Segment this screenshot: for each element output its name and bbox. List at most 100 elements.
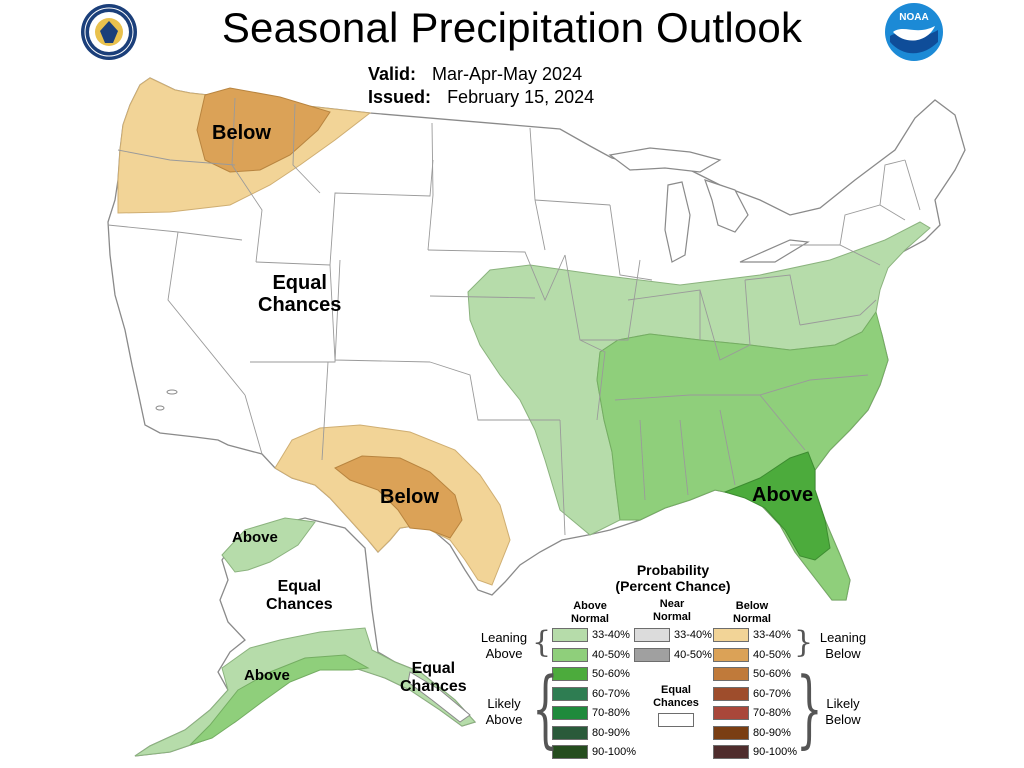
label-alaska-above-north: Above bbox=[232, 529, 278, 546]
ak-se-ec-line-2: Chances bbox=[400, 677, 467, 695]
legend-head-near: Near Normal bbox=[640, 598, 704, 623]
likely-above-2: Above bbox=[485, 711, 523, 727]
legend-label-below-5: 80-90% bbox=[753, 726, 791, 739]
label-below-northwest: Below bbox=[212, 122, 271, 144]
legend-head-above: Above Normal bbox=[558, 600, 622, 625]
area-below-40-50-nw bbox=[196, 87, 331, 173]
brace-likely-above: { bbox=[532, 659, 559, 757]
legend-row-below-0: 33-40% bbox=[713, 628, 791, 642]
alaska-panhandle bbox=[407, 671, 471, 723]
legend-row-below-6: 90-100% bbox=[713, 745, 797, 759]
legend-swatch-near-0 bbox=[634, 628, 670, 642]
legend-row-near-0: 33-40% bbox=[634, 628, 712, 642]
leaning-above-1: Leaning bbox=[480, 630, 528, 645]
likely-below-1: Likely bbox=[826, 696, 860, 711]
leaning-below-2: Below bbox=[825, 645, 861, 661]
legend-head-near-2: Normal bbox=[653, 610, 691, 623]
legend-label-above-2: 50-60% bbox=[592, 668, 630, 680]
legend-label-below-6: 90-100% bbox=[753, 746, 798, 758]
legend-swatch-below-4 bbox=[713, 706, 749, 720]
issued-line: Issued: February 15, 2024 bbox=[368, 87, 594, 108]
legend-swatch-above-3 bbox=[552, 686, 588, 701]
legend-label-above-5: 80-90% bbox=[592, 726, 630, 739]
legend-head-below-1: Below bbox=[735, 600, 769, 612]
legend-equal-chances-swatch bbox=[658, 713, 694, 727]
legend-swatch-near-1 bbox=[634, 647, 670, 662]
leaning-below-1: Leaning bbox=[819, 630, 867, 645]
label-above-southeast: Above bbox=[752, 484, 814, 506]
legend-row-above-4: 70-80% bbox=[552, 706, 630, 720]
label-below-southwest: Below bbox=[380, 486, 439, 508]
lake-erie bbox=[739, 239, 810, 263]
legend-row-below-4: 70-80% bbox=[713, 706, 791, 720]
legend-label-above-0: 33-40% bbox=[592, 629, 630, 641]
legend-ec-line-1: Equal bbox=[661, 684, 691, 696]
legend-label-above-4: 70-80% bbox=[592, 707, 630, 719]
legend-title: Probability (Percent Chance) bbox=[600, 562, 746, 594]
brace-leaning-below: } bbox=[794, 625, 814, 660]
legend-row-below-1: 40-50% bbox=[713, 647, 791, 662]
legend-swatch-below-3 bbox=[713, 686, 749, 701]
ak-se-ec-line-1: Equal bbox=[411, 660, 456, 677]
valid-label: Valid: bbox=[368, 64, 417, 84]
state-borders bbox=[107, 97, 921, 536]
brace-leaning-above: { bbox=[532, 625, 552, 660]
label-alaska-equal-chances-southeast: Equal Chances bbox=[400, 660, 467, 696]
legend-ec-line-2: Chances bbox=[653, 696, 699, 709]
legend-swatch-below-0 bbox=[713, 628, 749, 642]
legend-leaning-below: Leaning Below bbox=[812, 630, 874, 661]
legend-leaning-above: Leaning Above bbox=[476, 630, 532, 661]
equal-chances-line-2: Chances bbox=[258, 294, 342, 317]
legend-label-below-3: 60-70% bbox=[753, 687, 791, 700]
label-alaska-above-south: Above bbox=[244, 667, 290, 684]
legend-likely-below: Likely Below bbox=[812, 696, 874, 727]
legend-label-above-1: 40-50% bbox=[592, 648, 630, 661]
area-below-40-50-sw bbox=[334, 455, 463, 539]
leaning-above-2: Above bbox=[485, 645, 523, 661]
legend-swatch-above-0 bbox=[552, 628, 588, 642]
lake-huron bbox=[704, 179, 749, 233]
area-above-40-50 bbox=[596, 310, 889, 601]
legend-head-below-2: Normal bbox=[733, 612, 771, 625]
ak-ec-line-2: Chances bbox=[266, 595, 333, 613]
legend-label-above-3: 60-70% bbox=[592, 687, 630, 700]
legend-swatch-above-2 bbox=[552, 667, 588, 681]
legend-title-line-2: (Percent Chance) bbox=[615, 578, 731, 595]
legend-swatch-above-4 bbox=[552, 706, 588, 720]
legend-swatch-above-1 bbox=[552, 647, 588, 662]
legend-label-near-0: 33-40% bbox=[674, 629, 712, 641]
legend-label-below-1: 40-50% bbox=[753, 648, 791, 661]
lake-superior bbox=[608, 147, 722, 173]
valid-value: Mar-Apr-May 2024 bbox=[432, 64, 583, 84]
legend-row-above-6: 90-100% bbox=[552, 745, 636, 759]
legend-label-below-2: 50-60% bbox=[753, 668, 791, 680]
legend-label-near-1: 40-50% bbox=[674, 648, 712, 661]
lake-michigan bbox=[664, 181, 691, 263]
islands bbox=[155, 389, 178, 411]
legend-label-below-0: 33-40% bbox=[753, 629, 791, 641]
likely-above-1: Likely bbox=[487, 696, 521, 711]
legend-row-above-3: 60-70% bbox=[552, 686, 630, 701]
legend-row-below-2: 50-60% bbox=[713, 667, 791, 681]
equal-chances-line-1: Equal bbox=[272, 272, 327, 294]
label-alaska-equal-chances: Equal Chances bbox=[266, 578, 333, 614]
legend-row-above-1: 40-50% bbox=[552, 647, 630, 662]
legend-row-below-5: 80-90% bbox=[713, 725, 791, 740]
legend-head-near-1: Near bbox=[659, 598, 685, 610]
noaa-logo-text: NOAA bbox=[899, 12, 928, 23]
legend-row-above-5: 80-90% bbox=[552, 725, 630, 740]
legend-row-below-3: 60-70% bbox=[713, 686, 791, 701]
legend-swatch-above-6 bbox=[552, 745, 588, 759]
noaa-logo-icon: NOAA bbox=[884, 2, 944, 62]
legend-swatch-below-5 bbox=[713, 725, 749, 740]
likely-below-2: Below bbox=[825, 711, 861, 727]
alaska-above-33-40-north bbox=[221, 517, 316, 573]
ak-ec-line-1: Equal bbox=[277, 578, 322, 595]
issued-label: Issued: bbox=[368, 87, 432, 107]
legend-swatch-above-5 bbox=[552, 725, 588, 740]
legend-equal-chances: Equal Chances bbox=[640, 684, 712, 709]
doc-seal-icon bbox=[80, 3, 138, 61]
legend-head-below: Below Normal bbox=[720, 600, 784, 625]
valid-line: Valid: Mar-Apr-May 2024 bbox=[368, 64, 582, 85]
legend-title-line-1: Probability bbox=[636, 562, 710, 578]
